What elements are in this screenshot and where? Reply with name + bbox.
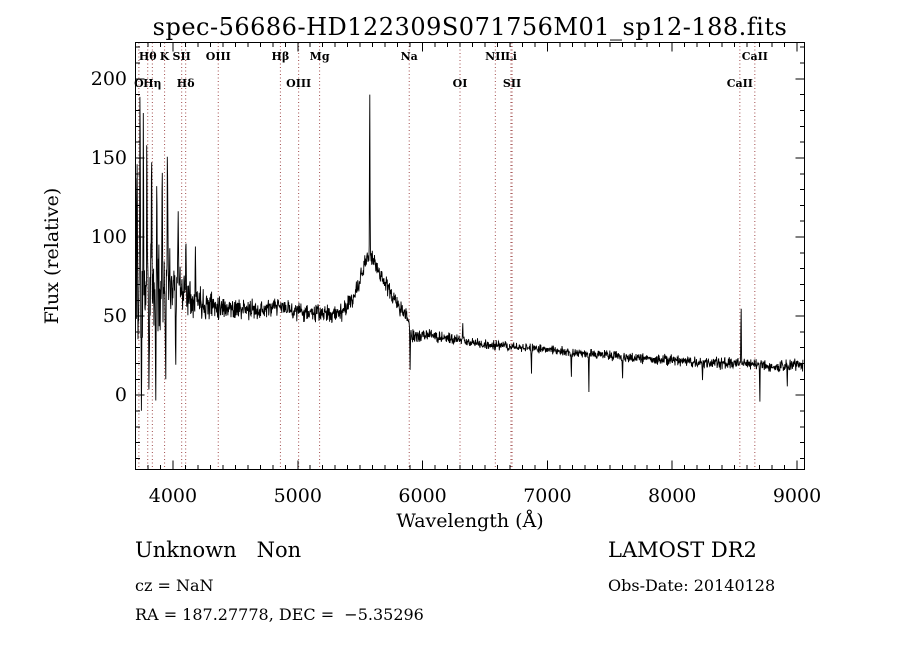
x-tick-label: 9000 — [773, 485, 821, 507]
x-tick-label: 5000 — [274, 485, 322, 507]
spectral-line-label: Hβ — [272, 50, 290, 63]
plot-title: spec-56686-HD122309S071756M01_sp12-188.f… — [152, 13, 788, 41]
spectral-line-label: Na — [401, 50, 418, 63]
spectral-line-label: SII — [173, 50, 191, 63]
classification-text: Unknown Non — [135, 538, 302, 562]
y-axis-label: Flux (relative) — [41, 188, 63, 325]
x-tick-label: 7000 — [523, 485, 571, 507]
spectral-line-label: K — [160, 50, 170, 63]
spectrum-trace — [135, 94, 804, 411]
y-tick-label: 200 — [91, 68, 127, 90]
spectral-line-label: SII — [503, 77, 521, 90]
cz-text: cz = NaN — [135, 576, 214, 595]
flux-spectrum-path — [135, 94, 804, 411]
spectral-line-label: CaII — [742, 50, 768, 63]
plot-frame — [135, 42, 805, 470]
x-tick-label: 6000 — [398, 485, 446, 507]
spectral-line-label: O — [134, 77, 144, 90]
ra-dec-text: RA = 187.27778, DEC = −5.35296 — [135, 605, 424, 624]
axes — [135, 42, 805, 470]
x-tick-label: 4000 — [149, 485, 197, 507]
obs-date-text: Obs-Date: 20140128 — [608, 576, 776, 595]
y-tick-label: 50 — [103, 305, 127, 327]
x-tick-label: 8000 — [648, 485, 696, 507]
spectral-line-label: CaII — [727, 77, 753, 90]
y-tick-label: 150 — [91, 147, 127, 169]
survey-release-text: LAMOST DR2 — [608, 538, 757, 562]
spectral-line-markers — [138, 42, 756, 470]
spectral-line-label: Mg — [310, 50, 330, 63]
spectral-line-label: OIII — [206, 50, 231, 63]
spectral-line-label: NII — [485, 50, 505, 63]
spectral-line-label: Li — [505, 50, 517, 63]
spectral-line-label: OI — [453, 77, 468, 90]
y-tick-label: 0 — [115, 384, 127, 406]
spectral-line-label: Hη — [143, 77, 161, 90]
tick-labels: 4000 5000 6000 7000 8000 9000 0 50 100 150 200 — [91, 68, 821, 507]
spectral-line-label: Hδ — [177, 77, 195, 90]
spectral-line-label: Hθ — [139, 50, 157, 63]
y-tick-label: 100 — [91, 226, 127, 248]
spectral-line-label: OIII — [286, 77, 311, 90]
x-axis-label: Wavelength (Å) — [396, 510, 543, 532]
